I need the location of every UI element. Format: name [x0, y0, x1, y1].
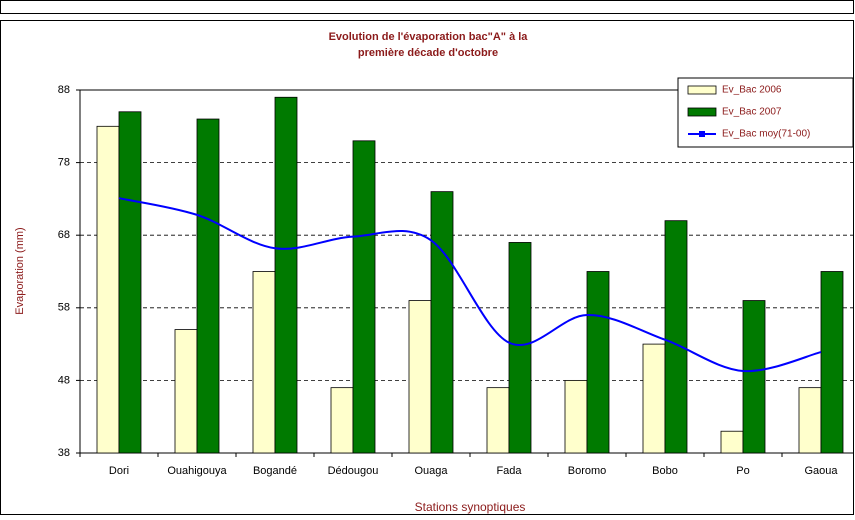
top-strip [0, 0, 854, 14]
legend-swatch [687, 85, 717, 95]
x-tick-label: Fada [496, 465, 522, 477]
x-tick-label: Boromo [568, 465, 607, 477]
legend-label: Ev_Bac 2006 [722, 85, 782, 96]
bar [720, 430, 744, 454]
x-tick-label: Dédougou [328, 465, 379, 477]
legend-swatch [687, 107, 717, 117]
y-tick-label: 78 [58, 157, 70, 169]
bar [742, 300, 766, 454]
bar [820, 271, 844, 454]
x-tick-label: Bogandé [253, 465, 297, 477]
x-tick-label: Ouaga [414, 465, 448, 477]
legend-label: Ev_Bac moy(71-00) [722, 129, 810, 140]
y-tick-label: 68 [58, 229, 70, 241]
bar [430, 191, 454, 454]
x-tick-label: Dori [109, 465, 129, 477]
bar [486, 387, 510, 454]
chart-title: première décade d'octobre [358, 47, 498, 59]
bar [196, 118, 220, 454]
legend-label: Ev_Bac 2007 [722, 107, 782, 118]
bar [252, 271, 276, 454]
bar [408, 300, 432, 454]
legend-marker [699, 131, 705, 137]
x-tick-label: Gaoua [804, 465, 838, 477]
y-tick-label: 58 [58, 302, 70, 314]
y-tick-label: 48 [58, 374, 70, 386]
line [118, 197, 822, 373]
y-axis-label: Evaporation (mm) [14, 227, 26, 314]
x-tick-label: Po [736, 465, 749, 477]
y-tick-label: 88 [58, 84, 70, 96]
bar [330, 387, 354, 454]
bar [664, 220, 688, 454]
x-axis-label: Stations synoptiques [415, 500, 526, 514]
bar [642, 343, 666, 454]
bar [508, 242, 532, 454]
x-tick-label: Bobo [652, 465, 678, 477]
y-tick-label: 38 [58, 447, 70, 459]
bar [798, 387, 822, 454]
bar [586, 271, 610, 454]
x-tick-label: Ouahigouya [167, 465, 227, 477]
bar [118, 111, 142, 454]
chart-title: Evolution de l'évaporation bac"A" à la [329, 31, 529, 43]
bar [564, 379, 588, 454]
bar [96, 125, 120, 454]
bar [352, 140, 376, 454]
bar [174, 329, 198, 454]
bar [274, 96, 298, 454]
